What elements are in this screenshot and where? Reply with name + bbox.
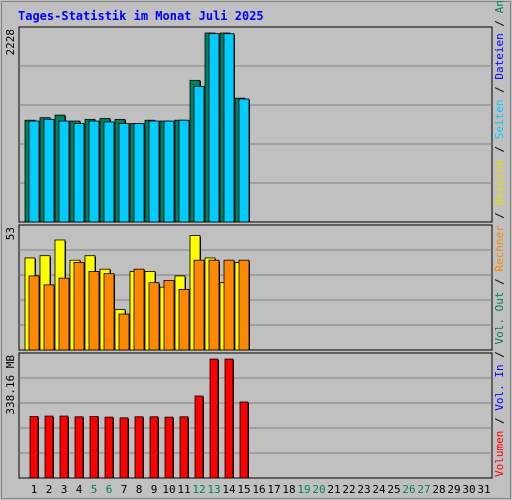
bar-volume-volumen-day-7 — [119, 417, 129, 479]
bar-requests-dateien-day-5 — [88, 120, 100, 223]
legend-separator: / — [493, 411, 506, 431]
panel-visits-max-label: 53 — [4, 227, 17, 240]
legend-item-dateien: Dateien — [493, 33, 506, 79]
bar-visits-rechner-day-4 — [73, 262, 85, 351]
day-label-28: 28 — [432, 483, 445, 496]
day-label-29: 29 — [447, 483, 460, 496]
day-label-24: 24 — [372, 483, 386, 496]
chart-title: Tages-Statistik im Monat Juli 2025 — [18, 9, 264, 23]
bar-volume-volumen-day-11 — [179, 416, 189, 479]
day-label-1: 1 — [31, 483, 38, 496]
legend-item-volumen: Volumen — [493, 431, 506, 477]
bar-requests-dateien-day-12 — [193, 85, 205, 223]
day-label-18: 18 — [282, 483, 295, 496]
day-label-12: 12 — [192, 483, 205, 496]
bar-volume-volumen-day-9 — [149, 416, 159, 479]
legend-separator: / — [493, 139, 506, 159]
bar-visits-rechner-day-8 — [133, 268, 145, 351]
bar-requests-dateien-day-4 — [73, 123, 85, 223]
bar-requests-dateien-day-11 — [178, 119, 190, 223]
bar-volume-volumen-day-13 — [209, 358, 219, 479]
bar-visits-rechner-day-3 — [58, 277, 70, 351]
bar-volume-volumen-day-2 — [44, 415, 54, 479]
day-label-3: 3 — [61, 483, 68, 496]
bar-volume-volumen-day-1 — [29, 416, 39, 479]
day-label-19: 19 — [297, 483, 310, 496]
day-label-20: 20 — [312, 483, 325, 496]
bar-volume-volumen-day-12 — [194, 395, 204, 479]
bar-requests-dateien-day-7 — [118, 123, 130, 223]
bar-volume-volumen-day-14 — [224, 358, 234, 479]
day-label-4: 4 — [76, 483, 83, 496]
day-label-11: 11 — [177, 483, 190, 496]
bar-volume-volumen-day-5 — [89, 416, 99, 479]
bar-requests-dateien-day-10 — [163, 120, 175, 223]
bar-volume-volumen-day-6 — [104, 416, 114, 479]
day-label-2: 2 — [46, 483, 53, 496]
bar-requests-dateien-day-6 — [103, 121, 115, 223]
bar-requests-dateien-day-9 — [148, 120, 160, 223]
day-label-25: 25 — [387, 483, 400, 496]
bar-visits-rechner-day-11 — [178, 288, 190, 351]
legend-separator: / — [493, 272, 506, 292]
bar-visits-rechner-day-13 — [208, 259, 220, 351]
day-label-26: 26 — [402, 483, 415, 496]
legend-separator: / — [493, 80, 506, 100]
bar-requests-dateien-day-15 — [238, 98, 250, 223]
panel-volume-max-label: 338.16 MB — [4, 355, 17, 415]
bar-visits-rechner-day-9 — [148, 282, 160, 351]
bar-visits-rechner-day-15 — [238, 259, 250, 351]
day-label-30: 30 — [462, 483, 475, 496]
bar-requests-dateien-day-1 — [28, 120, 40, 223]
day-label-17: 17 — [267, 483, 280, 496]
legend-separator: / — [493, 205, 506, 225]
bar-volume-volumen-day-10 — [164, 416, 174, 479]
bar-visits-rechner-day-6 — [103, 273, 115, 351]
legend-item-vol-out: Vol. Out — [493, 292, 506, 345]
legend-item-anfragen: Anfragen — [493, 0, 506, 13]
day-label-7: 7 — [121, 483, 128, 496]
bar-visits-rechner-day-14 — [223, 259, 235, 351]
bar-requests-dateien-day-8 — [133, 123, 145, 223]
bar-visits-rechner-day-5 — [88, 271, 100, 351]
day-label-31: 31 — [477, 483, 490, 496]
bar-volume-volumen-day-8 — [134, 416, 144, 479]
panel-requests-max-label: 2228 — [4, 29, 17, 56]
day-label-16: 16 — [252, 483, 265, 496]
day-label-14: 14 — [222, 483, 236, 496]
bar-visits-rechner-day-2 — [43, 284, 55, 351]
bar-volume-volumen-day-4 — [74, 416, 84, 479]
bar-requests-dateien-day-2 — [43, 118, 55, 223]
bar-requests-dateien-day-3 — [58, 120, 70, 223]
bar-visits-rechner-day-10 — [163, 279, 175, 351]
legend-item-besuche: Besuche — [493, 159, 506, 205]
legend-separator: / — [493, 13, 506, 33]
bar-volume-volumen-day-15 — [239, 401, 249, 479]
bar-requests-dateien-day-13 — [208, 33, 220, 223]
bar-visits-rechner-day-1 — [28, 275, 40, 351]
legend-item-seiten: Seiten — [493, 99, 506, 139]
bar-requests-dateien-day-14 — [223, 33, 235, 223]
legend-separator: / — [493, 345, 506, 365]
legend-item-rechner: Rechner — [493, 225, 506, 272]
day-label-22: 22 — [342, 483, 355, 496]
day-label-9: 9 — [151, 483, 158, 496]
day-label-6: 6 — [106, 483, 113, 496]
bar-visits-rechner-day-12 — [193, 259, 205, 351]
day-label-5: 5 — [91, 483, 98, 496]
day-label-10: 10 — [162, 483, 175, 496]
day-label-15: 15 — [237, 483, 250, 496]
bar-visits-rechner-day-7 — [118, 313, 130, 351]
legend: Volumen / Vol. In / Vol. Out / Rechner /… — [493, 0, 506, 477]
day-label-13: 13 — [207, 483, 220, 496]
day-label-8: 8 — [136, 483, 143, 496]
day-label-27: 27 — [417, 483, 430, 496]
day-label-23: 23 — [357, 483, 370, 496]
bar-volume-volumen-day-3 — [59, 415, 69, 479]
legend-item-vol-in: Vol. In — [493, 364, 506, 410]
day-label-21: 21 — [327, 483, 340, 496]
